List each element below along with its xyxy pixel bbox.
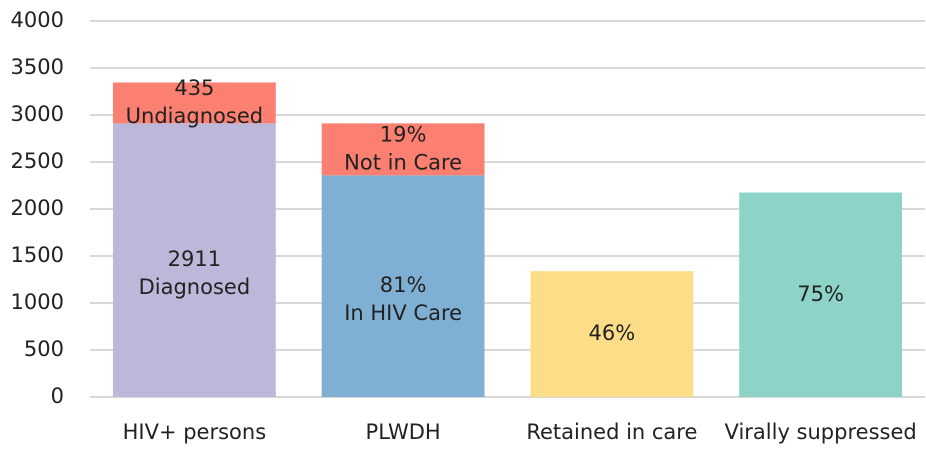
segment-label: In HIV Care [344, 301, 462, 325]
x-tick-label: HIV+ persons [123, 420, 267, 444]
bar-segment [321, 123, 485, 176]
x-tick-label: PLWDH [366, 420, 441, 444]
data-label: 46% [589, 321, 636, 345]
segment-label: Undiagnosed [126, 104, 263, 128]
segment-label: Not in Care [344, 150, 462, 174]
y-tick-label: 1500 [11, 243, 64, 267]
y-tick-label: 2000 [11, 196, 64, 220]
y-tick-label: 0 [51, 384, 64, 408]
x-tick-label: Virally suppressed [725, 420, 917, 444]
bar-segment [321, 175, 485, 397]
y-tick-label: 1000 [11, 290, 64, 314]
bar-segment [530, 271, 694, 397]
segment-label: Diagnosed [139, 275, 251, 299]
bar-segment [112, 82, 276, 124]
y-tick-label: 2500 [11, 149, 64, 173]
data-label: 435 [174, 76, 214, 100]
y-tick-label: 3000 [11, 102, 64, 126]
y-tick-label: 500 [24, 337, 64, 361]
x-tick-label: Retained in care [526, 420, 697, 444]
data-label: 19% [380, 122, 427, 146]
bar-segment [112, 123, 276, 397]
bar-segment [739, 192, 903, 397]
data-label: 75% [797, 282, 844, 306]
y-tick-label: 4000 [11, 8, 64, 32]
y-tick-label: 3500 [11, 55, 64, 79]
data-label: 81% [380, 273, 427, 297]
data-label: 2911 [168, 247, 221, 271]
